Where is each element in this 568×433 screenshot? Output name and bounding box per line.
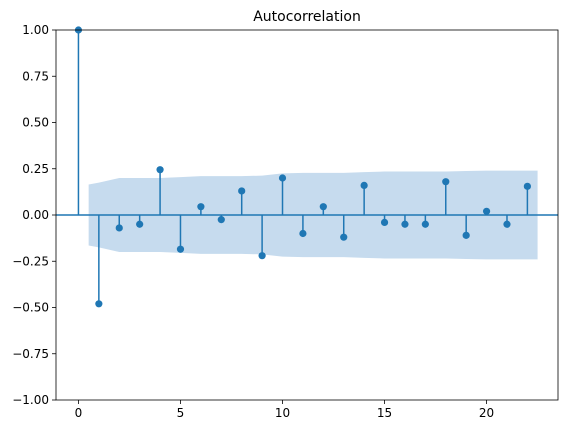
stem-marker <box>523 182 531 190</box>
stem-marker <box>360 181 368 189</box>
y-tick-label: 0.75 <box>22 69 49 83</box>
y-tick-label: −0.75 <box>12 347 49 361</box>
x-tick-label: 0 <box>75 406 83 420</box>
stem-marker <box>238 187 246 195</box>
stem-marker <box>176 245 185 253</box>
stem-marker <box>299 229 307 238</box>
stem-marker <box>482 207 491 215</box>
y-tick-label: 1.00 <box>22 23 49 37</box>
x-tick-label: 5 <box>177 406 185 420</box>
y-tick-label: −0.25 <box>12 254 49 268</box>
stem-marker <box>115 224 123 232</box>
stem-marker <box>95 300 103 308</box>
chart-title: Autocorrelation <box>253 9 361 25</box>
x-tick-label: 10 <box>275 406 290 420</box>
stems-layer <box>56 26 558 308</box>
stem-marker <box>462 231 470 239</box>
stem-marker <box>278 174 287 182</box>
y-tick-label: −1.00 <box>12 393 49 407</box>
stem-marker <box>340 233 348 241</box>
y-tick-label: 0.50 <box>22 116 49 130</box>
ticks-layer: 0 5 10 15 20 −1.00 −0.75 −0.50 −0.25 0.00 0.25 0.50… <box>12 23 494 420</box>
stem-marker <box>258 252 266 260</box>
stem-marker <box>156 166 164 174</box>
stem-marker <box>401 220 409 228</box>
stem-marker <box>136 220 144 228</box>
stem-marker <box>217 216 225 224</box>
stem-marker <box>421 220 429 228</box>
x-tick-label: 15 <box>377 406 392 420</box>
y-tick-label: 0.25 <box>22 162 49 176</box>
stem-marker <box>319 203 327 211</box>
stem-marker <box>197 203 205 211</box>
stem-marker <box>503 220 511 228</box>
y-tick-label: −0.50 <box>12 301 49 315</box>
x-tick-label: 20 <box>479 406 494 420</box>
y-tick-label: 0.00 <box>22 208 49 222</box>
stem-marker <box>442 178 450 186</box>
stem-marker <box>380 218 389 226</box>
